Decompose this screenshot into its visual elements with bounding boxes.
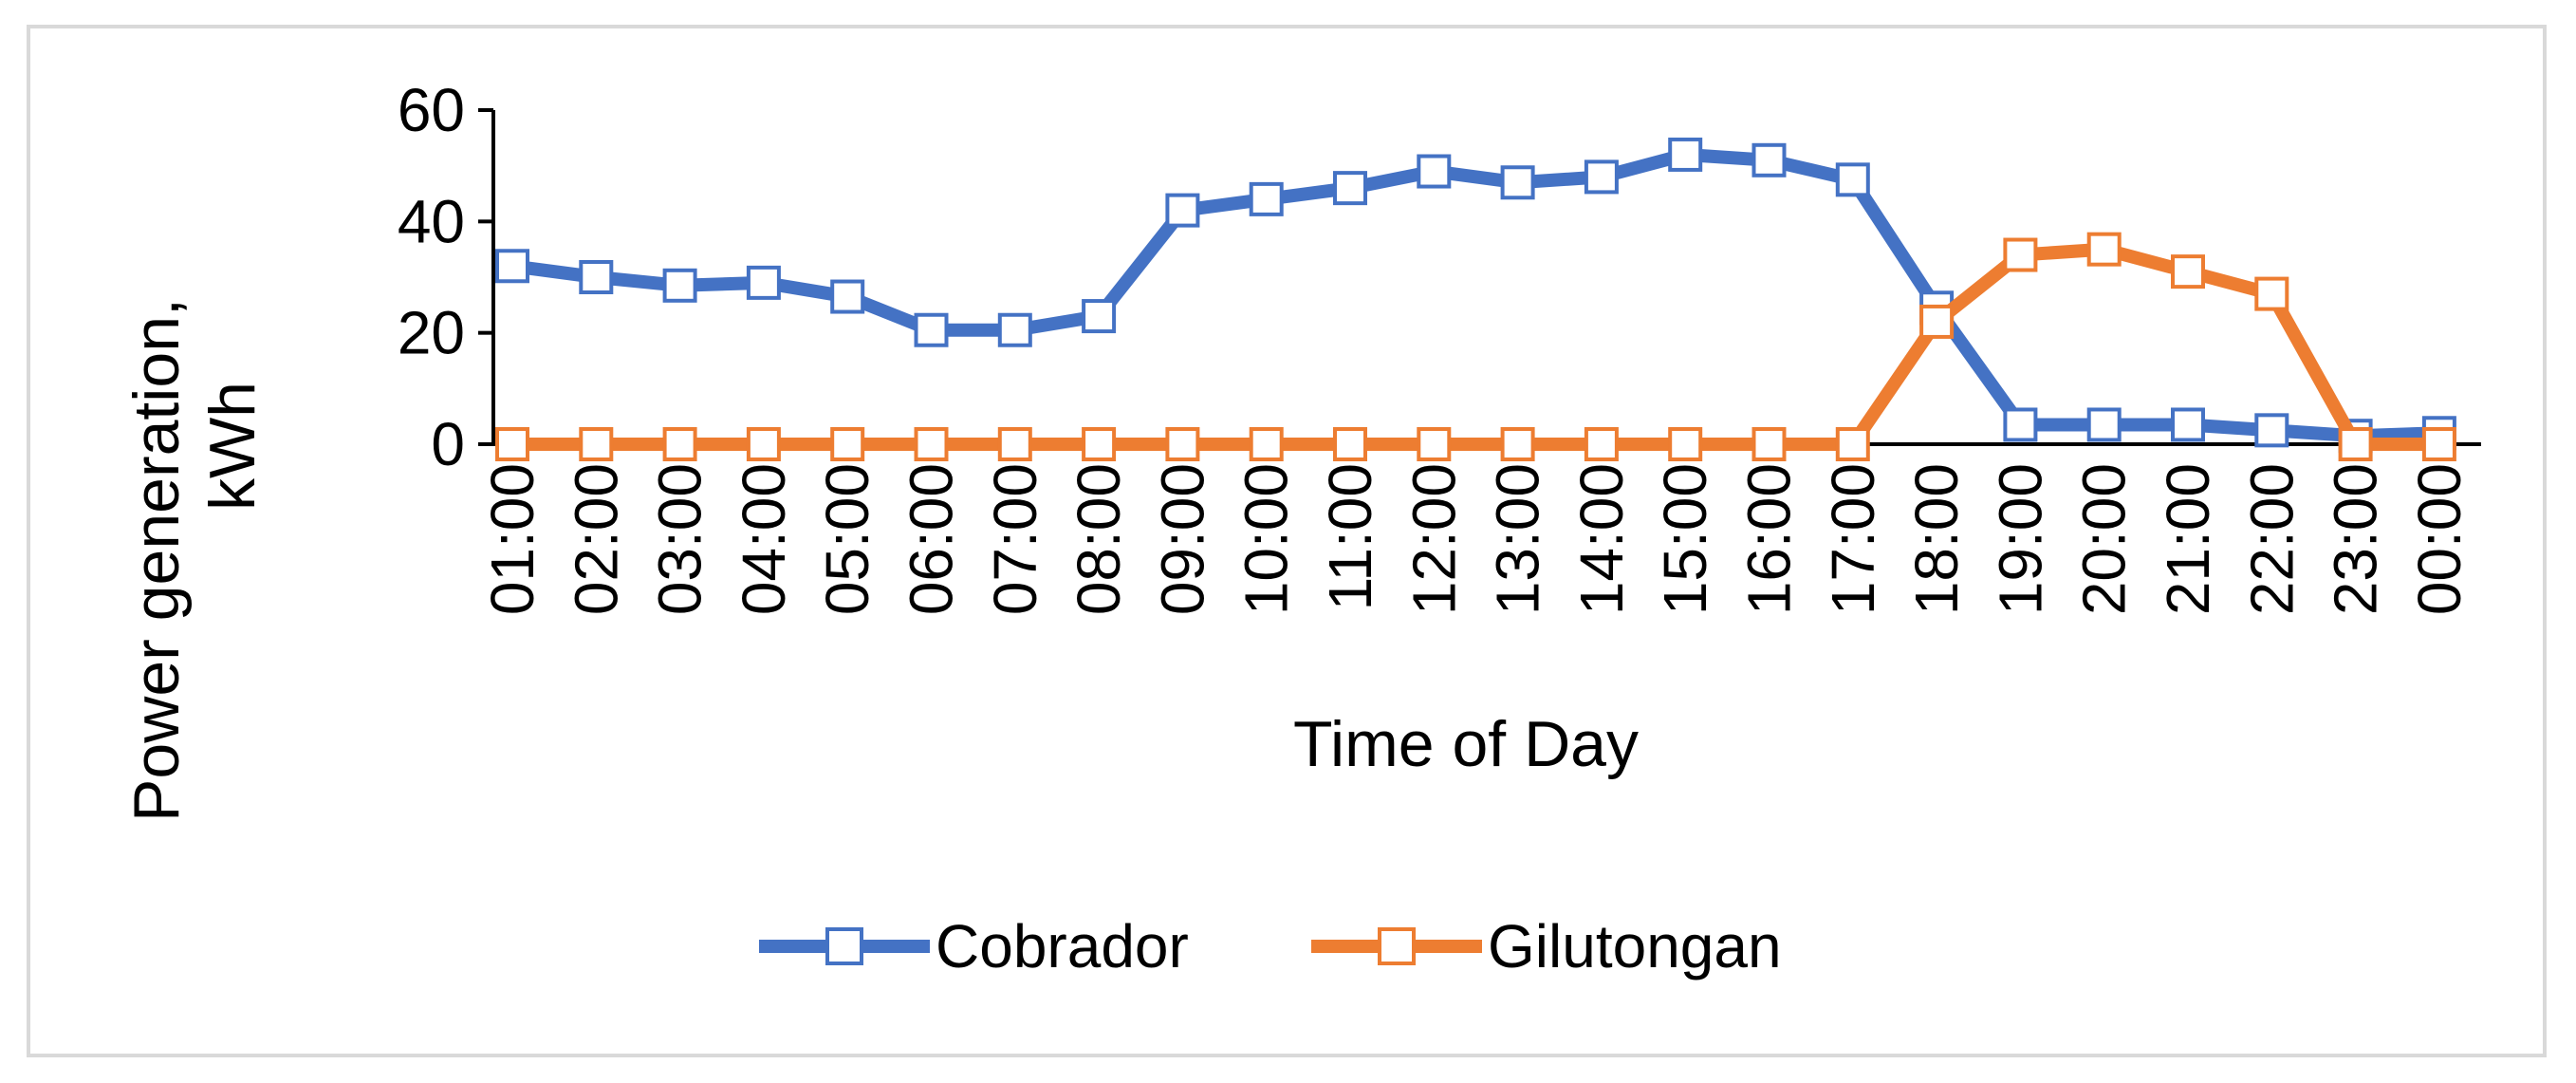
y-tick-label: 40: [398, 187, 465, 255]
x-tick-label: 17:00: [1819, 463, 1887, 615]
data-point: [1584, 427, 1619, 461]
x-axis-title: Time of Day: [1293, 708, 1639, 780]
data-point: [914, 427, 949, 461]
data-point: [830, 427, 865, 461]
x-tick-label: 22:00: [2237, 463, 2306, 615]
x-tick-label: 20:00: [2070, 463, 2139, 615]
data-point: [1835, 162, 1870, 197]
data-point: [1165, 427, 1200, 461]
x-tick-label: 04:00: [730, 463, 798, 615]
x-tick-label: 02:00: [562, 463, 630, 615]
y-axis-title-line-2: kWh: [196, 382, 269, 511]
data-point: [1919, 304, 1955, 339]
x-tick-label: 13:00: [1484, 463, 1552, 615]
x-tick-label: 19:00: [1986, 463, 2054, 615]
data-point: [914, 312, 949, 347]
series-cobrador: [495, 137, 2456, 454]
x-tick-label: 01:00: [478, 463, 547, 615]
data-point: [662, 268, 697, 303]
data-point: [495, 427, 529, 461]
data-point: [1165, 193, 1200, 228]
x-tick-label: 00:00: [2405, 463, 2474, 615]
data-point: [830, 279, 865, 314]
x-tick-label: 14:00: [1567, 463, 1636, 615]
data-point: [2421, 427, 2456, 461]
x-tick-label: 05:00: [813, 463, 881, 615]
data-point: [997, 312, 1032, 347]
x-tick-label: 11:00: [1316, 463, 1384, 610]
x-tick-label: 12:00: [1399, 463, 1468, 615]
series-line: [512, 242, 2439, 451]
data-point: [2171, 407, 2205, 442]
x-tick-label: 08:00: [1065, 463, 1133, 615]
series-layer: [495, 137, 2456, 461]
data-point: [997, 427, 1032, 461]
x-tick-label: 21:00: [2154, 463, 2222, 615]
data-point: [579, 260, 614, 294]
data-point: [1668, 137, 1703, 172]
legend-swatch-marker: [825, 927, 863, 965]
data-point: [2171, 254, 2205, 289]
data-point: [1249, 181, 1284, 216]
x-tick-label: 15:00: [1651, 463, 1719, 615]
data-point: [579, 427, 614, 461]
data-point: [2003, 407, 2038, 442]
data-point: [1417, 154, 1452, 189]
y-tick-label: 60: [398, 76, 465, 144]
data-point: [1500, 165, 1535, 200]
data-point: [2254, 413, 2289, 448]
x-axis: 01:00 02:00 03:00 04:00 05:00 06:00 07:00 08:00…: [478, 442, 2481, 615]
series-line: [511, 147, 2440, 443]
data-point: [1417, 427, 1452, 461]
legend-label: Cobrador: [936, 912, 1189, 980]
data-point: [1082, 299, 1117, 334]
data-point: [1249, 427, 1284, 461]
legend-item-cobrador: Cobrador: [759, 912, 1189, 980]
legend-swatch-marker: [1378, 927, 1416, 965]
data-point: [2086, 407, 2122, 442]
data-point: [1333, 427, 1367, 461]
data-point: [1668, 427, 1703, 461]
y-tick-label: 20: [398, 299, 465, 367]
x-tick-label: 06:00: [898, 463, 966, 615]
data-point: [1584, 159, 1619, 195]
data-point: [1500, 427, 1535, 461]
data-point: [1751, 427, 1787, 461]
data-point: [2338, 427, 2373, 461]
data-point: [1835, 427, 1870, 461]
x-tick-label: 18:00: [1902, 463, 1971, 615]
x-tick-label: 23:00: [2322, 463, 2390, 615]
x-tick-label: 07:00: [981, 463, 1049, 615]
data-point: [746, 427, 781, 461]
data-point: [495, 249, 529, 284]
x-tick-label: 09:00: [1148, 463, 1216, 615]
data-point: [1333, 171, 1367, 206]
legend-label: Gilutongan: [1488, 912, 1782, 980]
data-point: [746, 265, 781, 300]
legend-item-gilutongan: Gilutongan: [1311, 912, 1782, 980]
data-point: [1751, 142, 1787, 177]
data-point: [2003, 237, 2038, 272]
legend: Cobrador Gilutongan: [759, 912, 1782, 980]
x-tick-label: 10:00: [1232, 463, 1301, 615]
data-point: [2086, 232, 2122, 267]
x-tick-label: 16:00: [1735, 463, 1804, 615]
y-axis-title-line-1: Power generation,: [120, 298, 193, 822]
data-point: [2254, 276, 2289, 311]
y-axis: 0 20 40 60: [398, 76, 495, 478]
x-tick-label: 03:00: [646, 463, 714, 615]
y-tick-label: 0: [431, 410, 465, 478]
data-point: [1082, 427, 1117, 461]
series-gilutongan: [495, 232, 2456, 461]
data-point: [662, 427, 697, 461]
